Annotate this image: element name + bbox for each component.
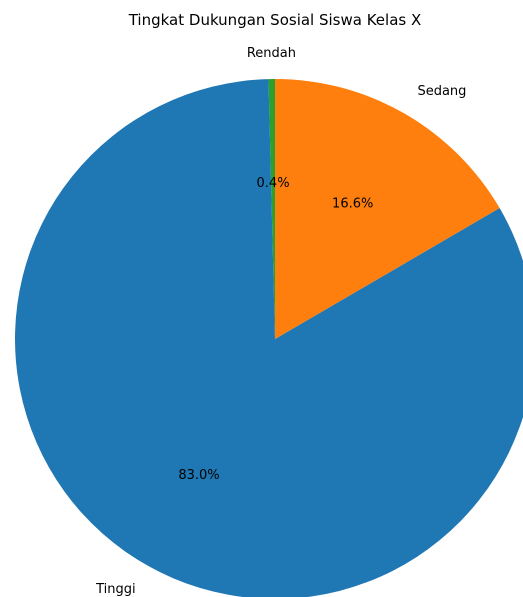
pct-label-rendah: 0.4% xyxy=(257,176,290,191)
pie-slices xyxy=(15,79,523,597)
pct-label-tinggi: 83.0% xyxy=(178,468,219,483)
pie-slice-rendah xyxy=(268,79,275,339)
pie-labels: Rendah 0.4% Tinggi 83.0% Sedang 16.6% xyxy=(95,46,466,597)
pie-slice-sedang xyxy=(275,79,500,339)
pct-label-sedang: 16.6% xyxy=(332,197,373,212)
pie-slice-tinggi xyxy=(15,79,523,597)
slice-label-rendah: Rendah xyxy=(247,46,296,61)
slice-label-tinggi: Tinggi xyxy=(95,582,136,597)
chart-title: Tingkat Dukungan Sosial Siswa Kelas X xyxy=(128,11,422,29)
slice-label-sedang: Sedang xyxy=(417,84,466,99)
